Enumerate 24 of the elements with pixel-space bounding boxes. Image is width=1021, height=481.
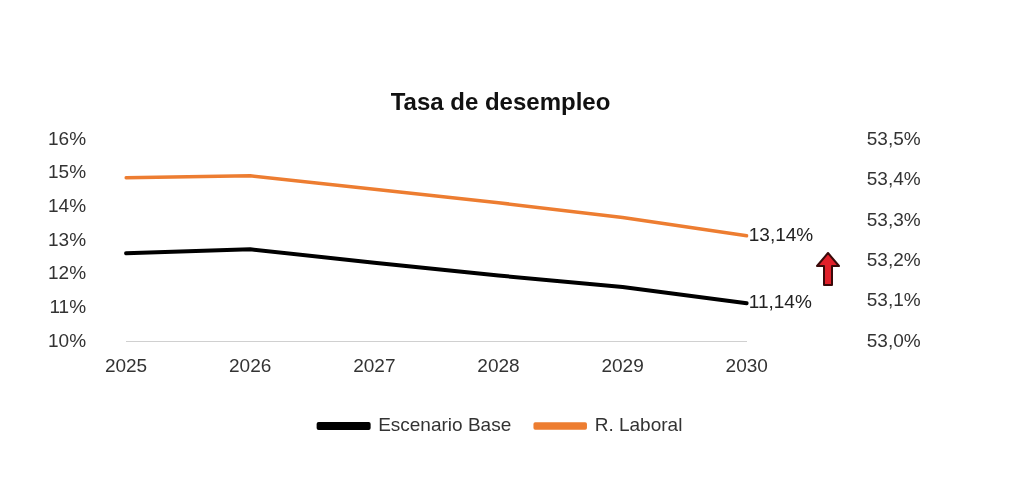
- y2-tick-label: 53,5%: [866, 127, 921, 149]
- x-tick-label: 2030: [725, 355, 768, 377]
- data-label: 13,14%: [748, 224, 814, 246]
- y-tick-label: 13%: [48, 228, 87, 250]
- data-label: 11,14%: [748, 291, 812, 313]
- y-tick-label: 15%: [48, 161, 87, 183]
- y-tick-label: 10%: [48, 329, 87, 351]
- x-tick-label: 2028: [477, 355, 520, 377]
- x-tick-label: 2026: [229, 355, 272, 377]
- x-tick-label: 2025: [104, 355, 148, 377]
- y2-tick-label: 53,4%: [866, 168, 921, 190]
- y-tick-label: 12%: [48, 262, 87, 284]
- x-tick-label: 2029: [601, 355, 644, 377]
- y2-tick-label: 53,1%: [866, 289, 921, 311]
- y-tick-label: 16%: [48, 127, 87, 149]
- y-tick-label: 11%: [49, 296, 87, 318]
- y2-tick-label: 53,2%: [866, 248, 921, 270]
- y-tick-label: 14%: [48, 195, 87, 217]
- legend-label: Escenario Base: [378, 414, 512, 436]
- y2-tick-label: 53,0%: [866, 329, 921, 351]
- chart-title: Tasa de desempleo: [390, 87, 611, 115]
- x-tick-label: 2027: [353, 355, 396, 377]
- y2-tick-label: 53,3%: [866, 208, 921, 230]
- legend-label: R. Laboral: [594, 414, 683, 436]
